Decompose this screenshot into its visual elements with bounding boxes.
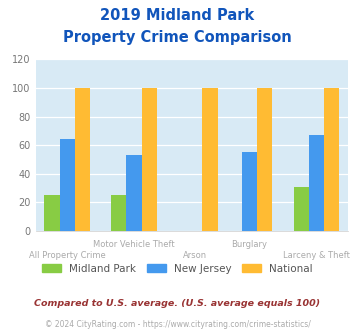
Bar [257,88,272,231]
Text: Arson: Arson [183,251,207,260]
Text: Motor Vehicle Theft: Motor Vehicle Theft [93,241,175,249]
Bar [60,140,75,231]
Text: © 2024 CityRating.com - https://www.cityrating.com/crime-statistics/: © 2024 CityRating.com - https://www.city… [45,320,310,329]
Text: Compared to U.S. average. (U.S. average equals 100): Compared to U.S. average. (U.S. average … [34,299,321,308]
Text: All Property Crime: All Property Crime [29,251,105,260]
Text: Property Crime Comparison: Property Crime Comparison [63,30,292,45]
Text: 2019 Midland Park: 2019 Midland Park [100,8,255,23]
Legend: Midland Park, New Jersey, National: Midland Park, New Jersey, National [42,264,313,274]
Text: Larceny & Theft: Larceny & Theft [283,251,350,260]
Text: Burglary: Burglary [231,241,267,249]
Bar [242,152,257,231]
Bar [294,187,309,231]
Bar [202,88,218,231]
Bar [309,135,324,231]
Bar [126,155,142,231]
Bar [111,195,126,231]
Bar [142,88,157,231]
Bar [324,88,339,231]
Bar [44,195,60,231]
Bar [75,88,90,231]
